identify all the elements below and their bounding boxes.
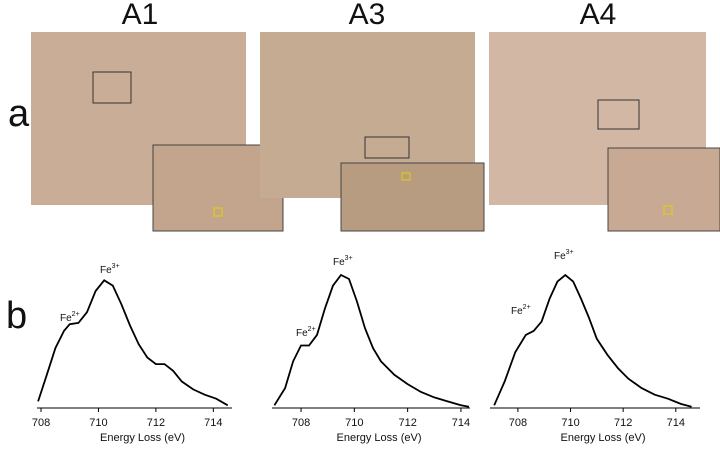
- region-box: [597, 99, 640, 130]
- annotation-sup: 2+: [308, 326, 316, 333]
- annotation-base: Fe: [60, 313, 72, 324]
- panel-label: a: [8, 93, 30, 135]
- x-tick-label: 708: [509, 417, 527, 429]
- x-tick-label: 712: [147, 417, 165, 429]
- spectrum-line: [493, 273, 692, 408]
- region-box: [364, 136, 410, 159]
- tissue-images: [31, 32, 720, 232]
- annotation: Fe3+: [554, 249, 574, 262]
- x-tick-label: 712: [614, 417, 632, 429]
- annotation: Fe2+: [511, 304, 531, 317]
- x-tick-label: 714: [452, 417, 470, 429]
- spectrum-line: [37, 279, 229, 407]
- spectrum-line: [273, 273, 470, 408]
- x-axis-label: Energy Loss (eV): [561, 432, 646, 444]
- x-tick-label: 710: [89, 417, 107, 429]
- x-tick-label: 708: [292, 417, 310, 429]
- x-axis-label: Energy Loss (eV): [337, 432, 422, 444]
- image-title: A4: [580, 0, 617, 31]
- annotation: Fe3+: [333, 255, 353, 268]
- roi-box: [213, 207, 223, 217]
- x-axis-label: Energy Loss (eV): [100, 432, 185, 444]
- region-box: [92, 71, 132, 104]
- x-tick-label: 714: [204, 417, 222, 429]
- annotation: Fe3+: [100, 263, 120, 276]
- roi-box: [663, 205, 673, 215]
- inset-image: [607, 147, 720, 232]
- annotation-sup: 3+: [112, 263, 120, 270]
- inset-image: [340, 162, 485, 232]
- annotation: Fe2+: [296, 326, 316, 339]
- image-title: A1: [122, 0, 159, 31]
- x-tick-label: 710: [561, 417, 579, 429]
- annotation-sup: 2+: [523, 304, 531, 311]
- annotation-base: Fe: [333, 257, 345, 268]
- annotation-base: Fe: [554, 251, 566, 262]
- x-tick-label: 714: [667, 417, 685, 429]
- x-tick-label: 710: [345, 417, 363, 429]
- image-title: A3: [349, 0, 386, 31]
- roi-box: [401, 172, 411, 181]
- annotation-base: Fe: [296, 328, 308, 339]
- annotation: Fe2+: [60, 311, 80, 324]
- annotation-base: Fe: [100, 265, 112, 276]
- annotation-sup: 3+: [566, 249, 574, 256]
- annotation-sup: 2+: [72, 311, 80, 318]
- annotation-base: Fe: [511, 306, 523, 317]
- x-tick-label: 708: [32, 417, 50, 429]
- x-tick-label: 712: [398, 417, 416, 429]
- annotation-sup: 3+: [345, 255, 353, 262]
- panel-label: b: [6, 295, 27, 337]
